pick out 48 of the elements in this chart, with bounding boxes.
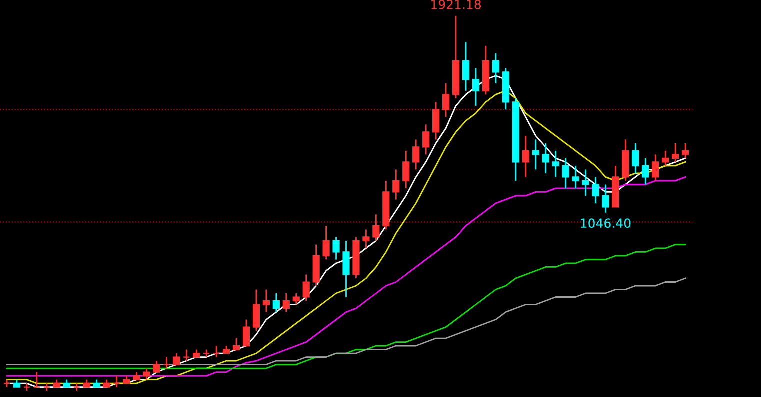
- candlestick: [232, 338, 240, 350]
- candlestick: [272, 292, 280, 313]
- candlestick: [173, 352, 180, 366]
- annotation: 1921.18: [432, 0, 482, 10]
- candlestick: [602, 184, 610, 214]
- candlestick: [292, 292, 300, 306]
- candlestick: [472, 68, 480, 107]
- candlestick: [342, 240, 350, 298]
- candlestick: [362, 229, 370, 250]
- candlestick: [113, 375, 120, 388]
- candlestick: [372, 214, 380, 242]
- candlestick: [652, 154, 660, 182]
- candlestick: [462, 41, 470, 92]
- candlestick: [163, 356, 170, 370]
- candlestick: [632, 142, 640, 174]
- candlestick: [302, 274, 310, 302]
- candlestick: [252, 289, 260, 332]
- candlestick: [672, 142, 680, 163]
- candlestick: [282, 292, 290, 313]
- candlestick: [262, 289, 270, 313]
- candlestick: [532, 138, 540, 170]
- annotation: 1046.40: [581, 218, 631, 228]
- candlestick: [682, 142, 690, 160]
- candlestick: [432, 101, 440, 140]
- candlestick: [662, 150, 670, 167]
- candlestick: [442, 82, 450, 118]
- candlestick: [552, 150, 560, 178]
- candlestick: [153, 360, 160, 373]
- candlestick: [203, 349, 210, 358]
- candlestick: [412, 138, 420, 170]
- candlestick: [332, 236, 340, 260]
- candlestick: [582, 169, 590, 197]
- candlestick: [642, 158, 650, 186]
- candlestick: [572, 165, 580, 190]
- candlestick: [402, 150, 410, 190]
- candlestick: [562, 158, 570, 190]
- candlestick: [592, 176, 600, 204]
- candlestick: [422, 124, 430, 156]
- candlestick: [212, 345, 220, 358]
- candlestick: [492, 52, 500, 84]
- candlestick: [392, 169, 400, 200]
- candlestick: [143, 368, 150, 380]
- candlestick: [183, 349, 190, 362]
- candlestick: [322, 225, 330, 260]
- candlestick: [522, 135, 530, 178]
- candlestick: [33, 372, 40, 388]
- candlestick: [242, 319, 250, 347]
- candlestick: [542, 142, 550, 174]
